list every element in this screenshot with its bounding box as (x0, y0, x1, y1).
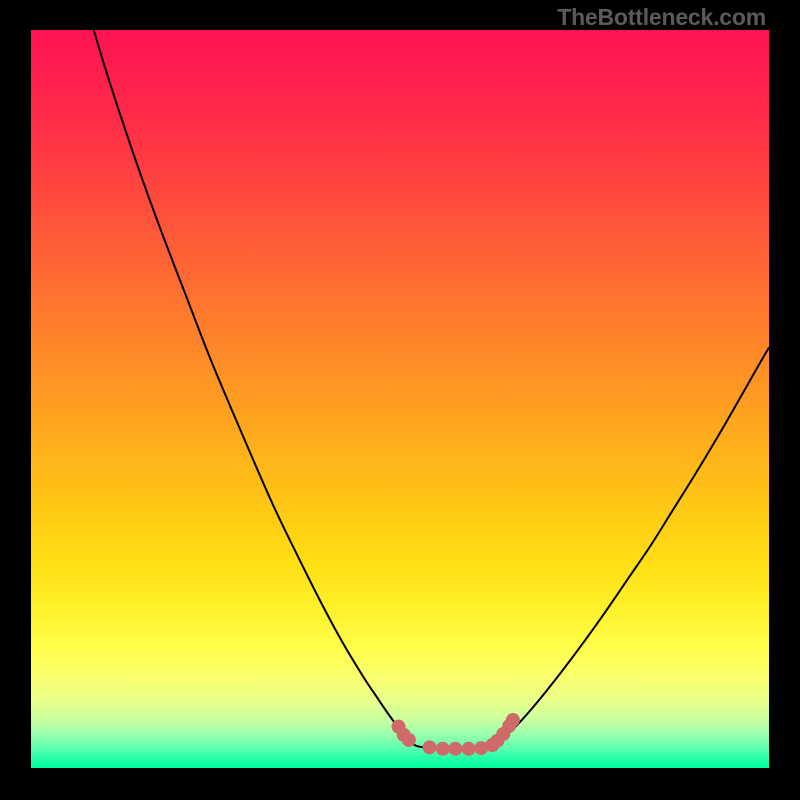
marker-point (402, 733, 416, 747)
marker-point (423, 740, 437, 754)
marker-point (506, 713, 520, 727)
marker-point (462, 742, 476, 756)
chart-frame: TheBottleneck.com (0, 0, 800, 800)
marker-point (448, 742, 462, 756)
watermark-text: TheBottleneck.com (557, 4, 766, 31)
plot-area (31, 30, 769, 768)
plot-svg (31, 30, 769, 768)
gradient-background (31, 30, 769, 768)
marker-point (436, 742, 450, 756)
